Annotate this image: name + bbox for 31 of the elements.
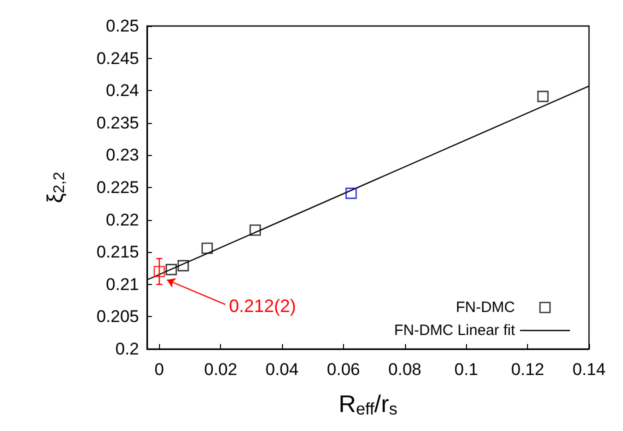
point bbox=[537, 90, 549, 102]
y-tick-label: 0.22 bbox=[106, 210, 139, 230]
point bbox=[166, 264, 177, 276]
x-tick-label: 0 bbox=[154, 360, 164, 379]
y-tick-label: 0.235 bbox=[96, 113, 139, 132]
y-tick-label: 0.24 bbox=[106, 81, 139, 100]
x-tick-label: 0.04 bbox=[266, 360, 299, 379]
point bbox=[154, 266, 165, 278]
x-tick-label: 0.02 bbox=[204, 360, 238, 379]
x-tick-label: 0.14 bbox=[572, 360, 606, 379]
x-axis-title: Reff/rs bbox=[338, 390, 398, 419]
y-tick-label: 0.25 bbox=[106, 16, 139, 36]
x-tick-label: 0.06 bbox=[326, 360, 360, 379]
annotation: 0.212(2) bbox=[228, 296, 296, 316]
y-tick-label: 0.205 bbox=[96, 307, 139, 326]
x-tick-label: 0.1 bbox=[454, 360, 478, 379]
y-axis-title: ξ2,2 bbox=[42, 172, 68, 204]
y-tick-label: 0.215 bbox=[96, 242, 139, 262]
point bbox=[178, 260, 189, 272]
point bbox=[250, 224, 261, 236]
point bbox=[202, 242, 213, 254]
y-tick-label: 0.2 bbox=[115, 340, 139, 358]
y-tick-label: 0.245 bbox=[96, 48, 139, 68]
legend-label: FN-DMC Linear fit bbox=[394, 322, 516, 339]
point bbox=[345, 188, 357, 199]
legend-label: FN-DMC bbox=[456, 299, 516, 316]
y-tick-label: 0.23 bbox=[106, 146, 139, 165]
x-tick-label: 0.08 bbox=[388, 360, 422, 379]
y-tick-label: 0.225 bbox=[96, 178, 139, 197]
y-tick-label: 0.21 bbox=[106, 274, 139, 294]
x-tick-label: 0.12 bbox=[511, 360, 544, 379]
